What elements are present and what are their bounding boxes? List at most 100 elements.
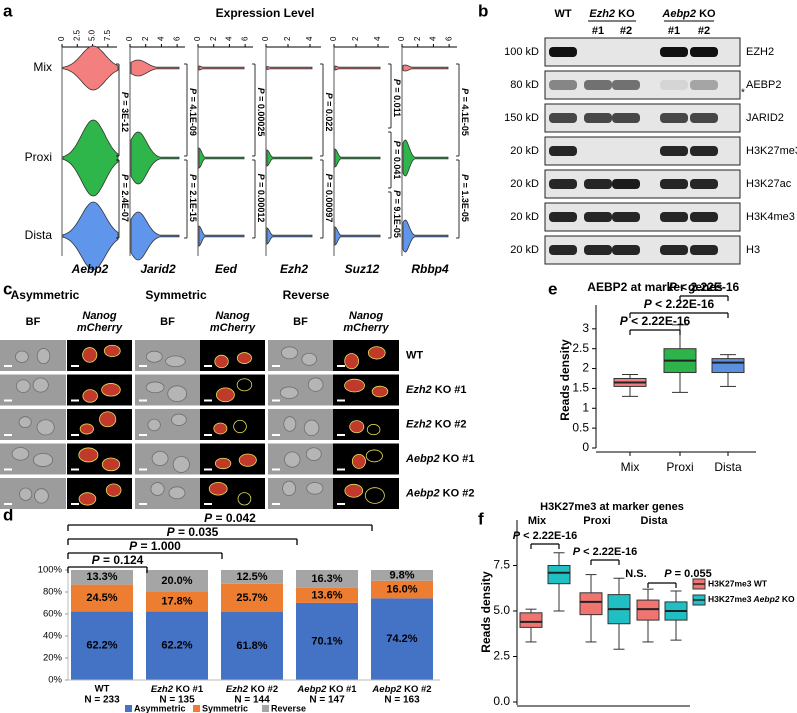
cell bbox=[214, 354, 229, 369]
protein-label: H3K27ac bbox=[746, 178, 792, 190]
bar-segment bbox=[221, 583, 283, 613]
bar-segment bbox=[221, 612, 283, 680]
lane-label: #1 bbox=[592, 25, 604, 37]
cell bbox=[171, 413, 187, 426]
cell bbox=[237, 492, 252, 506]
violin bbox=[266, 149, 313, 167]
panel-letter: b bbox=[478, 1, 488, 20]
lane-header: Ezh2 KO bbox=[589, 8, 635, 20]
cell bbox=[19, 487, 33, 501]
y-axis-label: Reads density bbox=[479, 571, 493, 653]
gene-label: Jarid2 bbox=[140, 262, 176, 276]
chart-title: AEBP2 at marker genes bbox=[587, 280, 723, 294]
box bbox=[519, 612, 543, 628]
band bbox=[660, 146, 688, 156]
lane-header: Aebp2 KO bbox=[661, 8, 716, 20]
x-tick-label: Mix bbox=[621, 460, 640, 474]
band bbox=[690, 146, 718, 156]
cell bbox=[99, 411, 117, 428]
band bbox=[612, 245, 640, 255]
band bbox=[549, 47, 577, 57]
x-tick-label: 2 bbox=[209, 36, 218, 41]
cell bbox=[280, 346, 299, 360]
bar-segment bbox=[146, 611, 208, 680]
row-label: Ezh2 KO #1 bbox=[406, 384, 467, 396]
n-label: N = 135 bbox=[159, 695, 195, 706]
lane-label: #2 bbox=[698, 25, 710, 37]
x-tick-label: 0 bbox=[125, 36, 134, 41]
condition-header: Asymmetric bbox=[11, 288, 80, 302]
band bbox=[612, 113, 640, 123]
panel-letter: e bbox=[548, 279, 557, 298]
value-label: 62.2% bbox=[161, 640, 192, 652]
y-tick-label: 60% bbox=[43, 609, 63, 620]
value-label: 9.8% bbox=[389, 569, 414, 581]
scale-bar bbox=[272, 434, 280, 436]
scale-bar bbox=[71, 468, 79, 471]
value-label: 16.0% bbox=[386, 583, 417, 595]
annotation: N.S. bbox=[625, 568, 646, 580]
size-label: 20 kD bbox=[510, 244, 539, 256]
channel-label: BF bbox=[293, 316, 308, 328]
cell bbox=[103, 344, 121, 358]
p-value: P = 0.022 bbox=[324, 93, 334, 132]
cell bbox=[36, 348, 51, 365]
x-tick-label: 2 bbox=[351, 36, 360, 41]
cell bbox=[351, 453, 366, 469]
bar-segment bbox=[371, 598, 433, 680]
p-value: P = 4.1E-09 bbox=[188, 88, 198, 136]
legend-label: Symmetric bbox=[202, 703, 248, 713]
scale-bar bbox=[272, 399, 280, 402]
cell bbox=[147, 418, 161, 432]
size-label: 20 kD bbox=[510, 178, 539, 190]
x-tick-label: 0 bbox=[261, 36, 270, 41]
scale-bar bbox=[71, 434, 79, 436]
cell bbox=[145, 350, 163, 363]
cell bbox=[284, 451, 301, 468]
lane-header: WT bbox=[554, 8, 571, 20]
x-tick-label: 0 bbox=[57, 36, 66, 41]
annotation: P < 2.22E-16 bbox=[620, 314, 691, 328]
band bbox=[612, 179, 640, 189]
y-axis-label: Reads density bbox=[558, 339, 572, 421]
x-tick-label: Proxi bbox=[666, 460, 693, 474]
y-tick-label: 80% bbox=[43, 587, 63, 598]
violin bbox=[130, 211, 180, 261]
bar-segment bbox=[146, 570, 208, 592]
violin bbox=[198, 65, 245, 71]
scale-bar bbox=[204, 503, 212, 505]
cell bbox=[307, 377, 324, 392]
band bbox=[660, 47, 688, 57]
cell bbox=[168, 486, 186, 500]
scale-bar bbox=[139, 468, 147, 471]
p-value: P = 3E-12 bbox=[120, 92, 130, 132]
cell bbox=[344, 353, 359, 370]
legend-label: Reverse bbox=[271, 703, 306, 713]
cell bbox=[82, 389, 98, 403]
comparison-label: P = 0.035 bbox=[167, 525, 219, 539]
legend-swatch bbox=[193, 705, 200, 712]
panel-letter: d bbox=[3, 505, 13, 524]
band bbox=[549, 245, 577, 255]
x-tick-label: 2 bbox=[283, 36, 292, 41]
comparison-label: P = 0.042 bbox=[204, 511, 256, 525]
protein-label: H3K27me3 bbox=[746, 145, 797, 157]
bar-segment bbox=[371, 580, 433, 599]
value-label: 20.0% bbox=[161, 575, 192, 587]
scale-bar bbox=[204, 365, 212, 367]
scale-bar bbox=[4, 365, 12, 367]
x-tick-label: 7.5 bbox=[103, 29, 112, 41]
channel-label: Nanog bbox=[82, 310, 117, 322]
x-tick-label: 4 bbox=[429, 36, 438, 41]
band bbox=[660, 113, 688, 123]
lane-label: #1 bbox=[668, 25, 680, 37]
p-value: P = 0.00012 bbox=[256, 174, 266, 223]
comparison-label: P = 1.000 bbox=[129, 539, 181, 553]
bar-segment bbox=[221, 570, 283, 584]
legend-label: H3K27me3 WT bbox=[708, 578, 768, 588]
blot-strip bbox=[544, 70, 741, 100]
cell bbox=[167, 385, 187, 403]
value-label: 70.1% bbox=[311, 635, 342, 647]
cell bbox=[216, 387, 235, 403]
violin bbox=[334, 65, 381, 71]
